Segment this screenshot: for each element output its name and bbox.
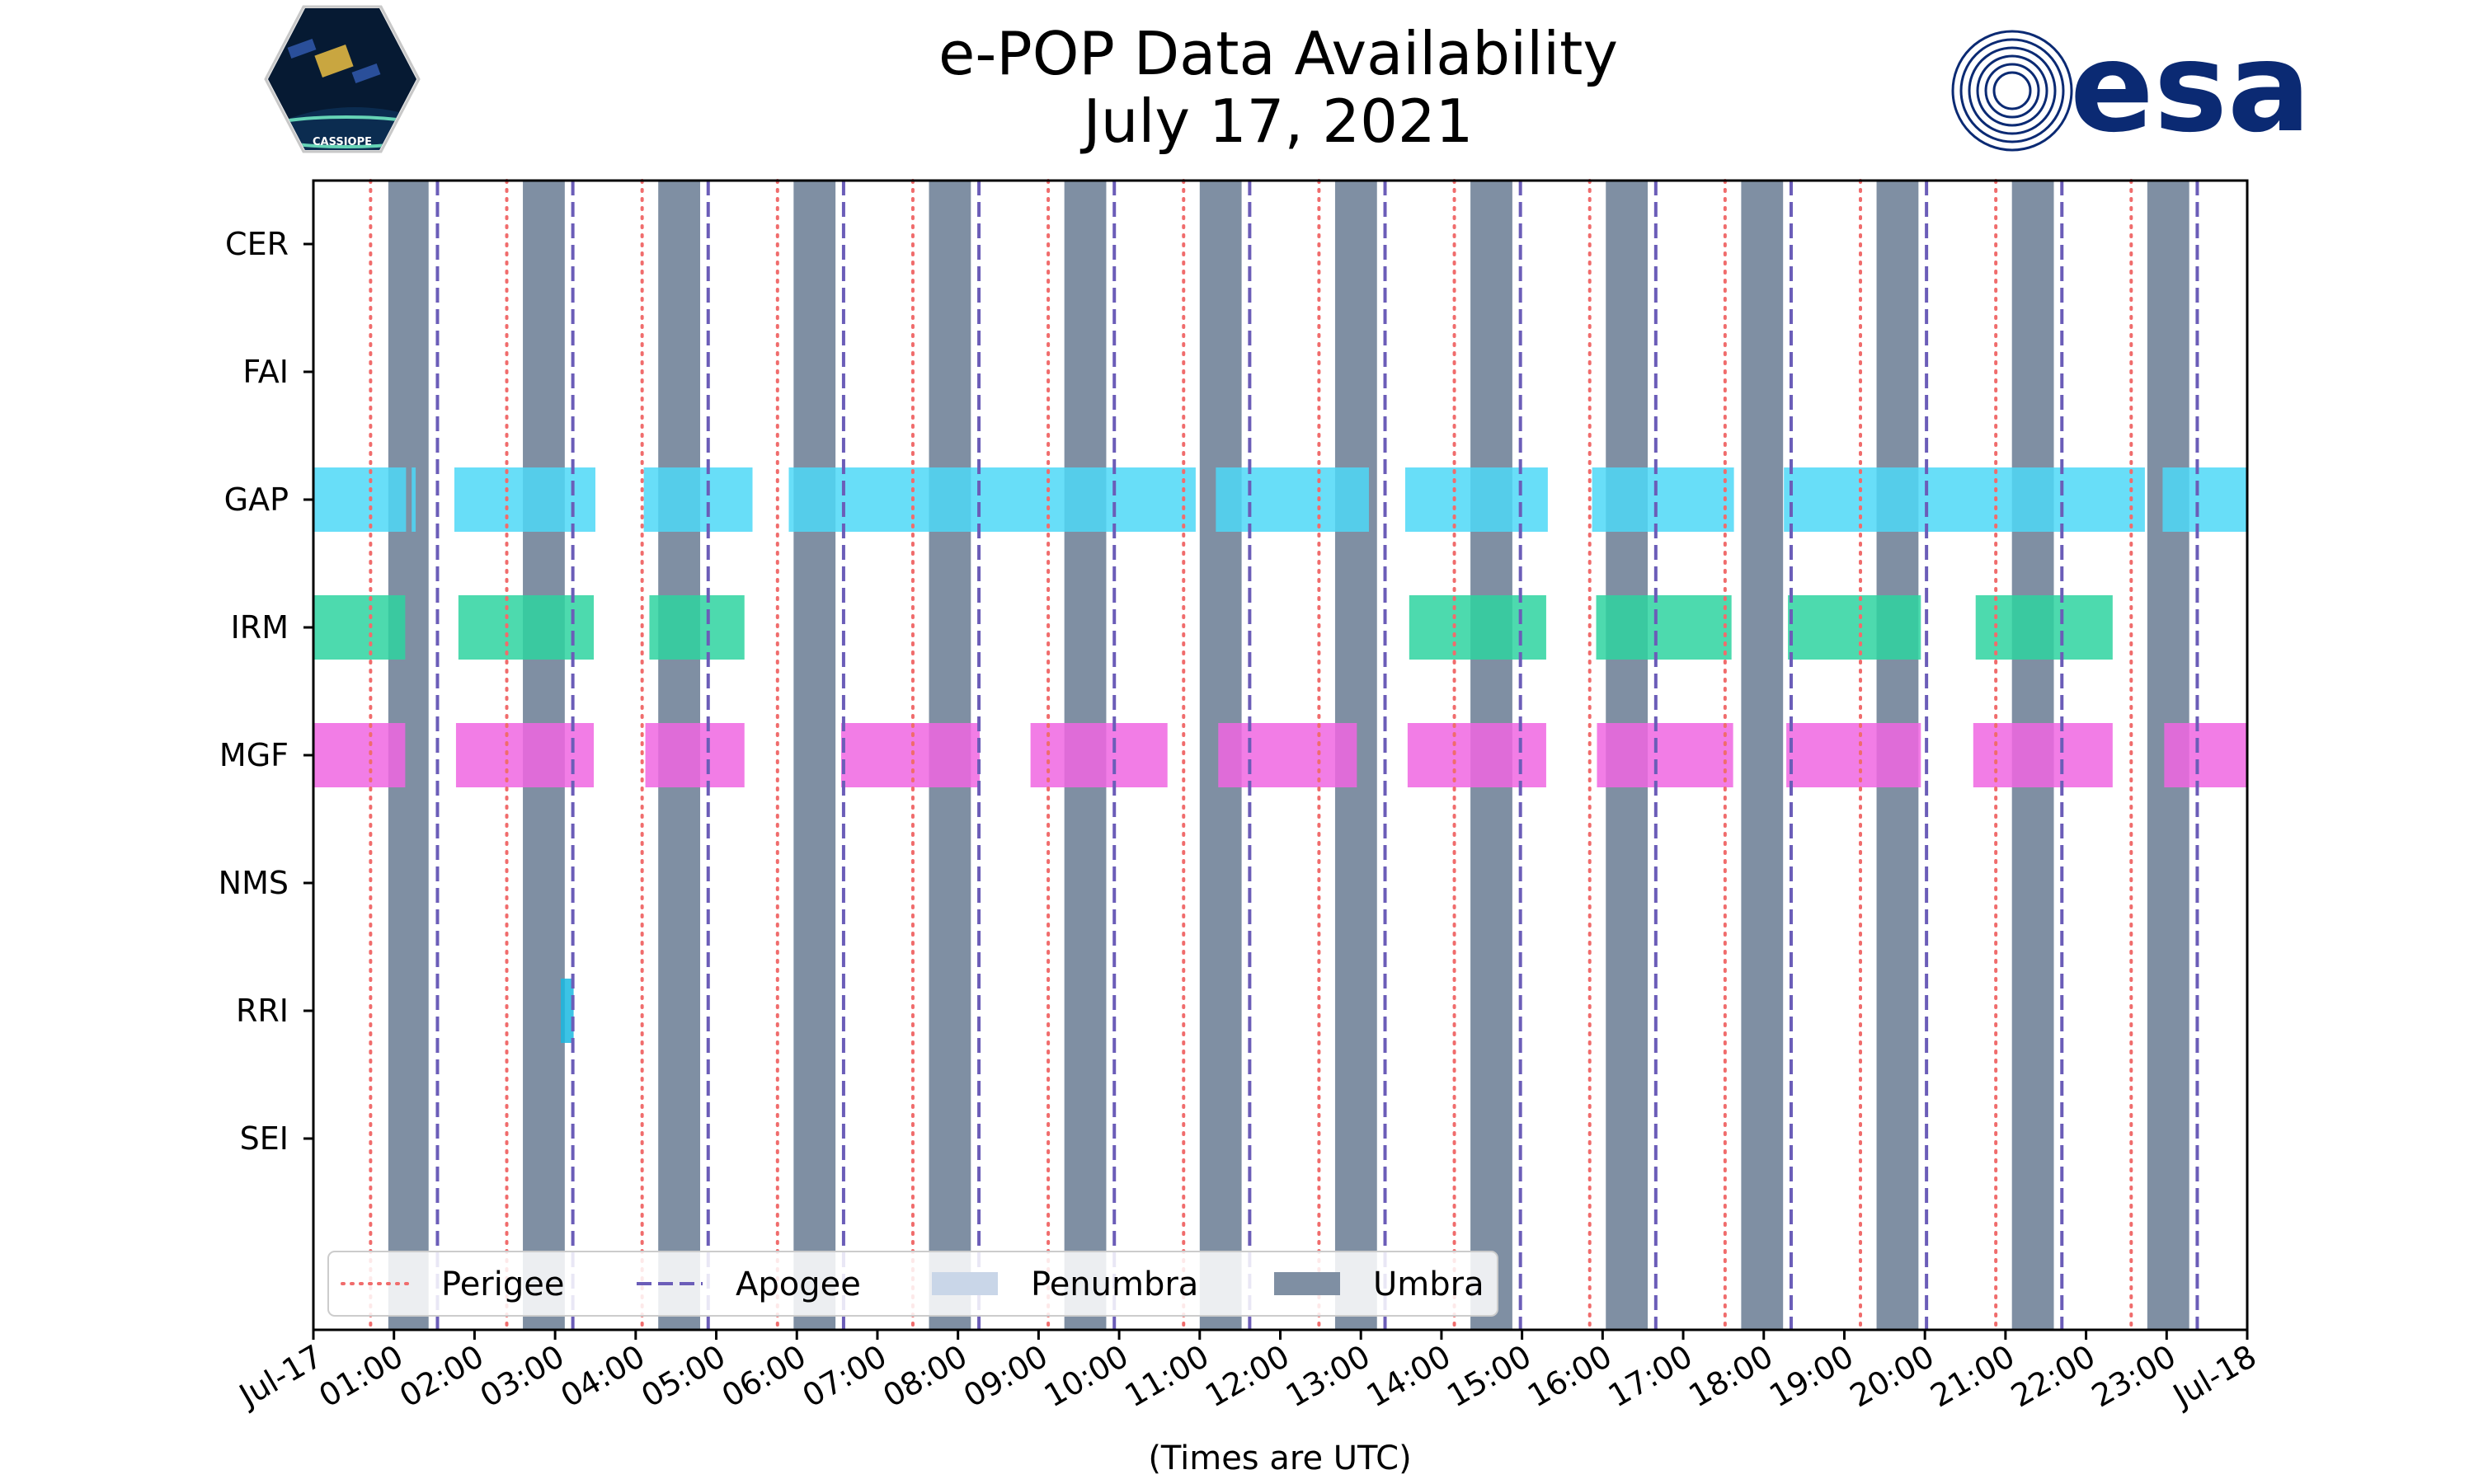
umbra-band xyxy=(1741,181,1784,1330)
x-tick-label: 22:00 xyxy=(2005,1338,2101,1415)
availability-bar-irm xyxy=(458,595,595,660)
availability-bar-mgf xyxy=(1030,723,1168,787)
availability-bar-gap xyxy=(454,467,595,532)
y-tick-label: SEI xyxy=(240,1120,289,1157)
esa-logo: esa xyxy=(1951,16,2311,160)
availability-bar-mgf xyxy=(2164,723,2247,787)
availability-bar-mgf xyxy=(1407,723,1546,787)
legend-label-apogee: Apogee xyxy=(736,1266,861,1303)
availability-bar-gap xyxy=(643,467,753,532)
x-tick-label: Jul-18 xyxy=(2166,1338,2262,1415)
y-tick-label: NMS xyxy=(219,865,289,901)
availability-bar-mgf xyxy=(1973,723,2113,787)
availability-bar-gap xyxy=(1216,467,1369,532)
x-tick-label: 02:00 xyxy=(393,1338,490,1415)
esa-wordmark: esa xyxy=(2070,16,2311,160)
availability-bar-mgf xyxy=(840,723,981,787)
legend-umbra-swatch xyxy=(1274,1272,1340,1295)
chart-title-line-1: e-POP Data Availability xyxy=(938,19,1618,88)
availability-bar-gap xyxy=(788,467,1196,532)
availability-bar-gap xyxy=(1592,467,1734,532)
availability-bar-rri xyxy=(560,979,574,1043)
y-tick-label: IRM xyxy=(231,609,289,646)
mission-logo-text: CASSIOPE xyxy=(313,136,372,148)
legend-label-perigee: Perigee xyxy=(441,1266,564,1303)
x-axis: Jul-1701:0002:0003:0004:0005:0006:0007:0… xyxy=(232,1330,2263,1415)
x-tick-label: 16:00 xyxy=(1522,1338,1618,1415)
y-tick-label: GAP xyxy=(224,481,289,518)
x-tick-label: 18:00 xyxy=(1682,1338,1779,1415)
x-tick-label: 13:00 xyxy=(1280,1338,1376,1415)
availability-bar-irm xyxy=(1788,595,1921,660)
esa-swirl-icon xyxy=(1951,30,2073,152)
x-tick-label: 05:00 xyxy=(635,1338,731,1415)
satellite-icon xyxy=(287,38,381,84)
x-tick-label: 11:00 xyxy=(1118,1338,1215,1415)
y-tick-label: CER xyxy=(225,226,289,262)
availability-bar-irm xyxy=(313,595,406,660)
x-tick-label: 12:00 xyxy=(1199,1338,1296,1415)
x-axis-label: (Times are UTC) xyxy=(1148,1439,1411,1477)
x-tick-label: 23:00 xyxy=(2086,1338,2182,1415)
y-tick-label: RRI xyxy=(236,993,289,1029)
availability-bar-gap xyxy=(1404,467,1548,532)
x-tick-label: 09:00 xyxy=(957,1338,1054,1415)
chart-title-line-2: July 17, 2021 xyxy=(1080,87,1474,156)
y-axis: CER FAI GAP IRM MGF NMS RRI SEI xyxy=(219,226,313,1157)
availability-bar-gap xyxy=(2162,467,2247,532)
availability-bar-mgf xyxy=(313,723,406,787)
x-tick-label: 04:00 xyxy=(554,1338,651,1415)
x-tick-label: 15:00 xyxy=(1441,1338,1537,1415)
availability-bar-mgf xyxy=(645,723,745,787)
legend-label-umbra: Umbra xyxy=(1373,1266,1484,1303)
availability-bar-mgf xyxy=(1218,723,1357,787)
availability-bar-irm xyxy=(649,595,745,660)
orbit-event-lines xyxy=(369,179,2199,1331)
availability-bar-gap xyxy=(313,467,407,532)
x-tick-label: Jul-17 xyxy=(232,1338,328,1415)
x-tick-label: 10:00 xyxy=(1038,1338,1135,1415)
legend-box xyxy=(327,1251,1498,1317)
availability-bar-irm xyxy=(1596,595,1732,660)
availability-bar-mgf xyxy=(1597,723,1733,787)
availability-bar-mgf xyxy=(455,723,595,787)
legend: Perigee Apogee Penumbra Umbra xyxy=(327,1251,1498,1317)
availability-bar-gap xyxy=(412,467,416,532)
x-tick-label: 07:00 xyxy=(797,1338,893,1415)
legend-label-penumbra: Penumbra xyxy=(1031,1266,1198,1303)
legend-penumbra-swatch xyxy=(932,1272,998,1295)
x-tick-label: 08:00 xyxy=(877,1338,973,1415)
x-tick-label: 20:00 xyxy=(1844,1338,1940,1415)
availability-bar-mgf xyxy=(1786,723,1921,787)
cassiope-mission-logo: CASSIOPE xyxy=(264,5,421,153)
availability-bar-irm xyxy=(1409,595,1546,660)
plot-frame xyxy=(312,179,2249,1331)
availability-bar-irm xyxy=(1975,595,2113,660)
x-tick-label: 01:00 xyxy=(313,1338,409,1415)
x-tick-label: 03:00 xyxy=(474,1338,571,1415)
x-tick-label: 21:00 xyxy=(1925,1338,2021,1415)
x-tick-label: 19:00 xyxy=(1763,1338,1860,1415)
x-tick-label: 17:00 xyxy=(1602,1338,1699,1415)
umbra-band xyxy=(793,181,836,1330)
availability-bar-gap xyxy=(1784,467,2145,532)
y-tick-label: FAI xyxy=(242,354,289,390)
x-tick-label: 14:00 xyxy=(1361,1338,1457,1415)
y-tick-label: MGF xyxy=(219,737,289,773)
x-tick-label: 06:00 xyxy=(716,1338,812,1415)
availability-bars xyxy=(313,467,2247,1043)
